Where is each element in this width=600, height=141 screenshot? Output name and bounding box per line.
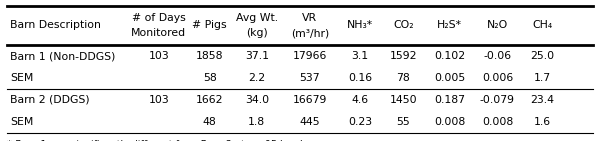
Text: Avg Wt.: Avg Wt. bbox=[236, 13, 278, 23]
Text: 3.1: 3.1 bbox=[352, 51, 368, 61]
Text: N₂O: N₂O bbox=[487, 20, 508, 30]
Text: (kg): (kg) bbox=[246, 28, 268, 38]
Text: 0.23: 0.23 bbox=[348, 117, 372, 127]
Text: 1.6: 1.6 bbox=[534, 117, 551, 127]
Text: SEM: SEM bbox=[10, 117, 34, 127]
Text: 445: 445 bbox=[299, 117, 320, 127]
Text: Barn 2 (DDGS): Barn 2 (DDGS) bbox=[10, 95, 90, 105]
Text: CO₂: CO₂ bbox=[393, 20, 413, 30]
Text: H₂S*: H₂S* bbox=[437, 20, 462, 30]
Text: Barn Description: Barn Description bbox=[10, 20, 101, 30]
Text: 16679: 16679 bbox=[293, 95, 327, 105]
Text: 23.4: 23.4 bbox=[530, 95, 554, 105]
Text: 1450: 1450 bbox=[389, 95, 417, 105]
Text: 0.187: 0.187 bbox=[434, 95, 465, 105]
Text: 103: 103 bbox=[148, 51, 169, 61]
Text: CH₄: CH₄ bbox=[532, 20, 553, 30]
Text: 1.8: 1.8 bbox=[248, 117, 265, 127]
Text: 2.2: 2.2 bbox=[248, 73, 265, 83]
Text: 1.7: 1.7 bbox=[534, 73, 551, 83]
Text: Barn 1 (Non-DDGS): Barn 1 (Non-DDGS) bbox=[10, 51, 116, 61]
Text: 37.1: 37.1 bbox=[245, 51, 269, 61]
Text: 0.102: 0.102 bbox=[434, 51, 465, 61]
Text: 1858: 1858 bbox=[196, 51, 223, 61]
Text: 55: 55 bbox=[397, 117, 410, 127]
Text: 58: 58 bbox=[203, 73, 217, 83]
Text: 0.006: 0.006 bbox=[482, 73, 513, 83]
Text: Monitored: Monitored bbox=[131, 28, 186, 38]
Text: 48: 48 bbox=[203, 117, 217, 127]
Text: * Barn 1 was significantly different from Barn 2 at α=.05 level: * Barn 1 was significantly different fro… bbox=[7, 140, 302, 141]
Text: 103: 103 bbox=[148, 95, 169, 105]
Text: 34.0: 34.0 bbox=[245, 95, 269, 105]
Text: -0.079: -0.079 bbox=[480, 95, 515, 105]
Text: 1662: 1662 bbox=[196, 95, 223, 105]
Text: 78: 78 bbox=[397, 73, 410, 83]
Text: NH₃*: NH₃* bbox=[347, 20, 373, 30]
Text: SEM: SEM bbox=[10, 73, 34, 83]
Text: 0.008: 0.008 bbox=[434, 117, 465, 127]
Text: -0.06: -0.06 bbox=[484, 51, 511, 61]
Text: 25.0: 25.0 bbox=[530, 51, 554, 61]
Text: (m³/hr): (m³/hr) bbox=[291, 28, 329, 38]
Text: 0.16: 0.16 bbox=[348, 73, 372, 83]
Text: VR: VR bbox=[302, 13, 317, 23]
Text: # of Days: # of Days bbox=[132, 13, 185, 23]
Text: 4.6: 4.6 bbox=[352, 95, 368, 105]
Text: 1592: 1592 bbox=[389, 51, 417, 61]
Text: 0.008: 0.008 bbox=[482, 117, 513, 127]
Text: 537: 537 bbox=[299, 73, 320, 83]
Text: # Pigs: # Pigs bbox=[193, 20, 227, 30]
Text: 0.005: 0.005 bbox=[434, 73, 465, 83]
Text: 17966: 17966 bbox=[293, 51, 327, 61]
